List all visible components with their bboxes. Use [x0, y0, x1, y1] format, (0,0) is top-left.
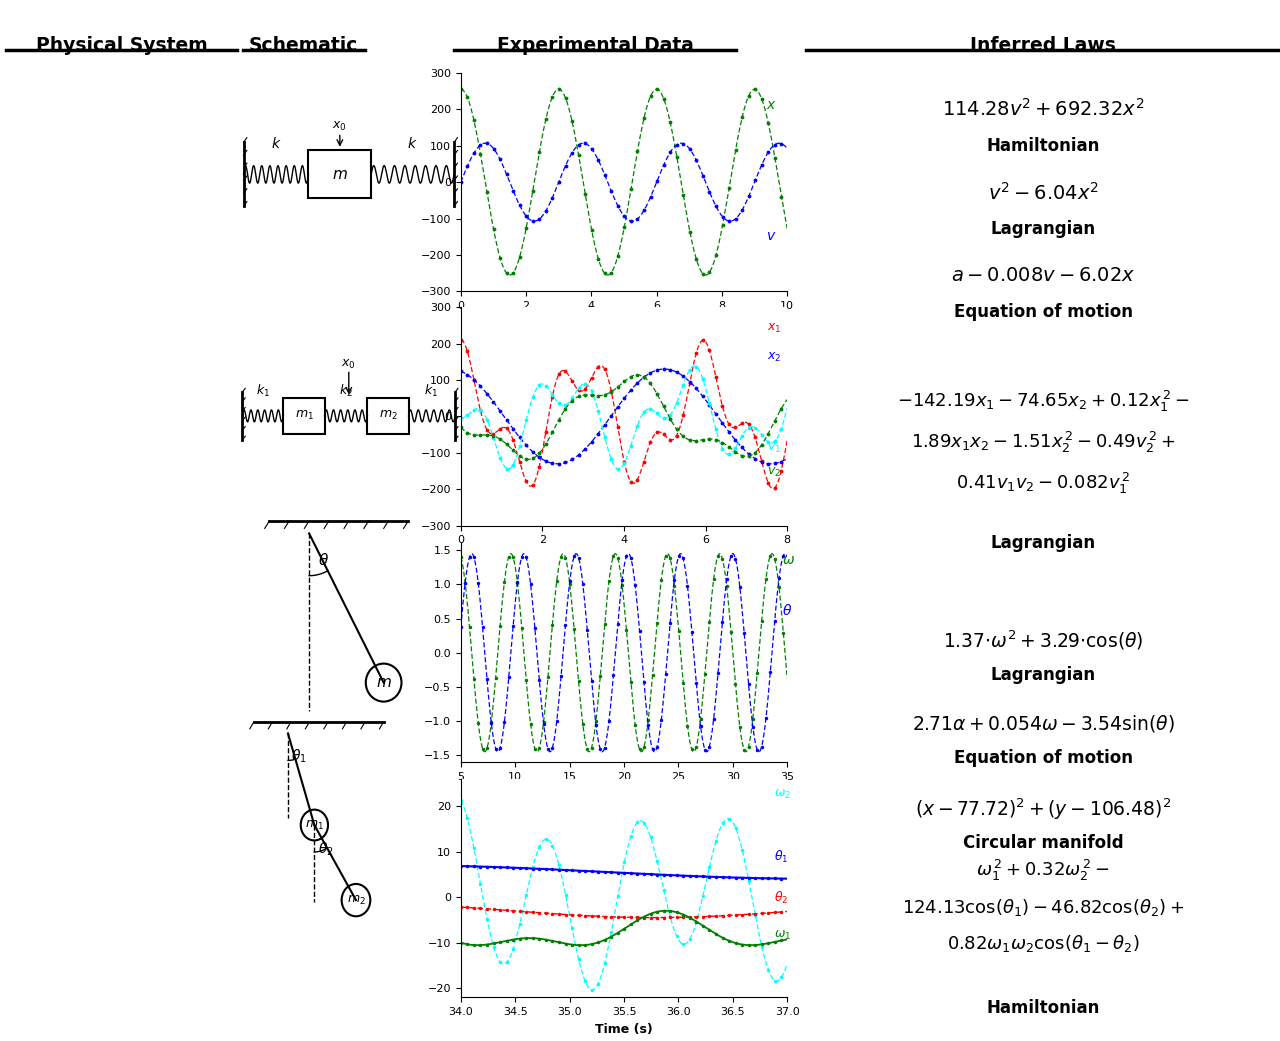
Circle shape — [342, 884, 370, 916]
Text: $114.28v^2 + 692.32x^2$: $114.28v^2 + 692.32x^2$ — [942, 98, 1144, 121]
Text: $m$: $m$ — [376, 676, 392, 690]
Text: $m_1$: $m_1$ — [294, 409, 314, 423]
Text: $m_2$: $m_2$ — [379, 409, 397, 423]
Text: $(x - 77.72)^2 + (y - 106.48)^2$: $(x - 77.72)^2 + (y - 106.48)^2$ — [915, 796, 1171, 821]
Text: Lagrangian: Lagrangian — [991, 220, 1096, 238]
Text: $k$: $k$ — [271, 136, 282, 151]
Text: Equation of motion: Equation of motion — [954, 748, 1133, 767]
Text: Circular manifold: Circular manifold — [963, 834, 1124, 853]
X-axis label: Time (s): Time (s) — [595, 1022, 653, 1036]
Text: $m_1$: $m_1$ — [305, 818, 324, 832]
Text: $\omega_1$: $\omega_1$ — [774, 929, 791, 942]
Text: $x_0$: $x_0$ — [342, 357, 356, 371]
Text: $\theta_1$: $\theta_1$ — [292, 747, 307, 765]
Text: Hamiltonian: Hamiltonian — [987, 998, 1100, 1017]
Bar — [367, 398, 408, 434]
Text: $\omega_1^{\,2} + 0.32\omega_2^{\,2} -$
$124.13\cos(\theta_1) - 46.82\cos(\theta: $\omega_1^{\,2} + 0.32\omega_2^{\,2} -$ … — [902, 858, 1184, 954]
Text: $k_1$: $k_1$ — [424, 383, 438, 399]
Text: $\theta_1$: $\theta_1$ — [774, 848, 788, 865]
Circle shape — [366, 663, 402, 702]
X-axis label: Time (s): Time (s) — [595, 551, 653, 564]
Text: $\omega$: $\omega$ — [782, 553, 795, 567]
Text: $x$: $x$ — [765, 98, 777, 112]
Text: $x_1$: $x_1$ — [767, 322, 781, 335]
Text: $v^2 - 6.04x^2$: $v^2 - 6.04x^2$ — [988, 181, 1098, 204]
Text: Lagrangian: Lagrangian — [991, 534, 1096, 553]
Text: Equation of motion: Equation of motion — [954, 303, 1133, 322]
Text: $v_1$: $v_1$ — [767, 442, 781, 455]
Circle shape — [301, 810, 328, 840]
Text: $a - 0.008v - 6.02x$: $a - 0.008v - 6.02x$ — [951, 266, 1135, 285]
Text: Schematic: Schematic — [248, 36, 358, 55]
Text: $k_2$: $k_2$ — [339, 383, 353, 399]
Text: Experimental Data: Experimental Data — [497, 36, 694, 55]
Text: $\theta$: $\theta$ — [317, 552, 329, 568]
Text: $1.37{\cdot}\omega^2 + 3.29{\cdot}\cos(\theta)$: $1.37{\cdot}\omega^2 + 3.29{\cdot}\cos(\… — [943, 629, 1143, 652]
Text: Physical System: Physical System — [36, 36, 207, 55]
Text: Hamiltonian: Hamiltonian — [987, 136, 1100, 155]
Text: $-142.19x_1 - 74.65x_2 + 0.12x_1^{\,2} -$
$1.89x_1x_2 - 1.51x_2^{\,2} - 0.49v_2^: $-142.19x_1 - 74.65x_2 + 0.12x_1^{\,2} -… — [897, 388, 1189, 497]
Bar — [308, 151, 371, 199]
Text: Inferred Laws: Inferred Laws — [970, 36, 1116, 55]
Text: Lagrangian: Lagrangian — [991, 665, 1096, 684]
X-axis label: Time (s): Time (s) — [595, 316, 653, 330]
Bar — [283, 398, 325, 434]
Text: $\omega_2$: $\omega_2$ — [774, 788, 791, 801]
Text: $k_1$: $k_1$ — [256, 383, 270, 399]
Text: $\theta_2$: $\theta_2$ — [774, 890, 788, 906]
Text: $2.71\alpha + 0.054\omega - 3.54\sin(\theta)$: $2.71\alpha + 0.054\omega - 3.54\sin(\th… — [911, 713, 1175, 734]
X-axis label: Time (s): Time (s) — [595, 787, 653, 801]
Text: $v$: $v$ — [765, 229, 777, 244]
Text: $v_2$: $v_2$ — [767, 465, 781, 479]
Text: $k$: $k$ — [407, 136, 417, 151]
Text: $x_0$: $x_0$ — [333, 120, 347, 132]
Text: $m$: $m$ — [332, 167, 348, 182]
Text: $x_2$: $x_2$ — [767, 351, 781, 364]
Text: $\theta$: $\theta$ — [782, 603, 792, 618]
Text: $m_2$: $m_2$ — [347, 893, 365, 907]
Text: $\theta_2$: $\theta_2$ — [317, 841, 334, 858]
